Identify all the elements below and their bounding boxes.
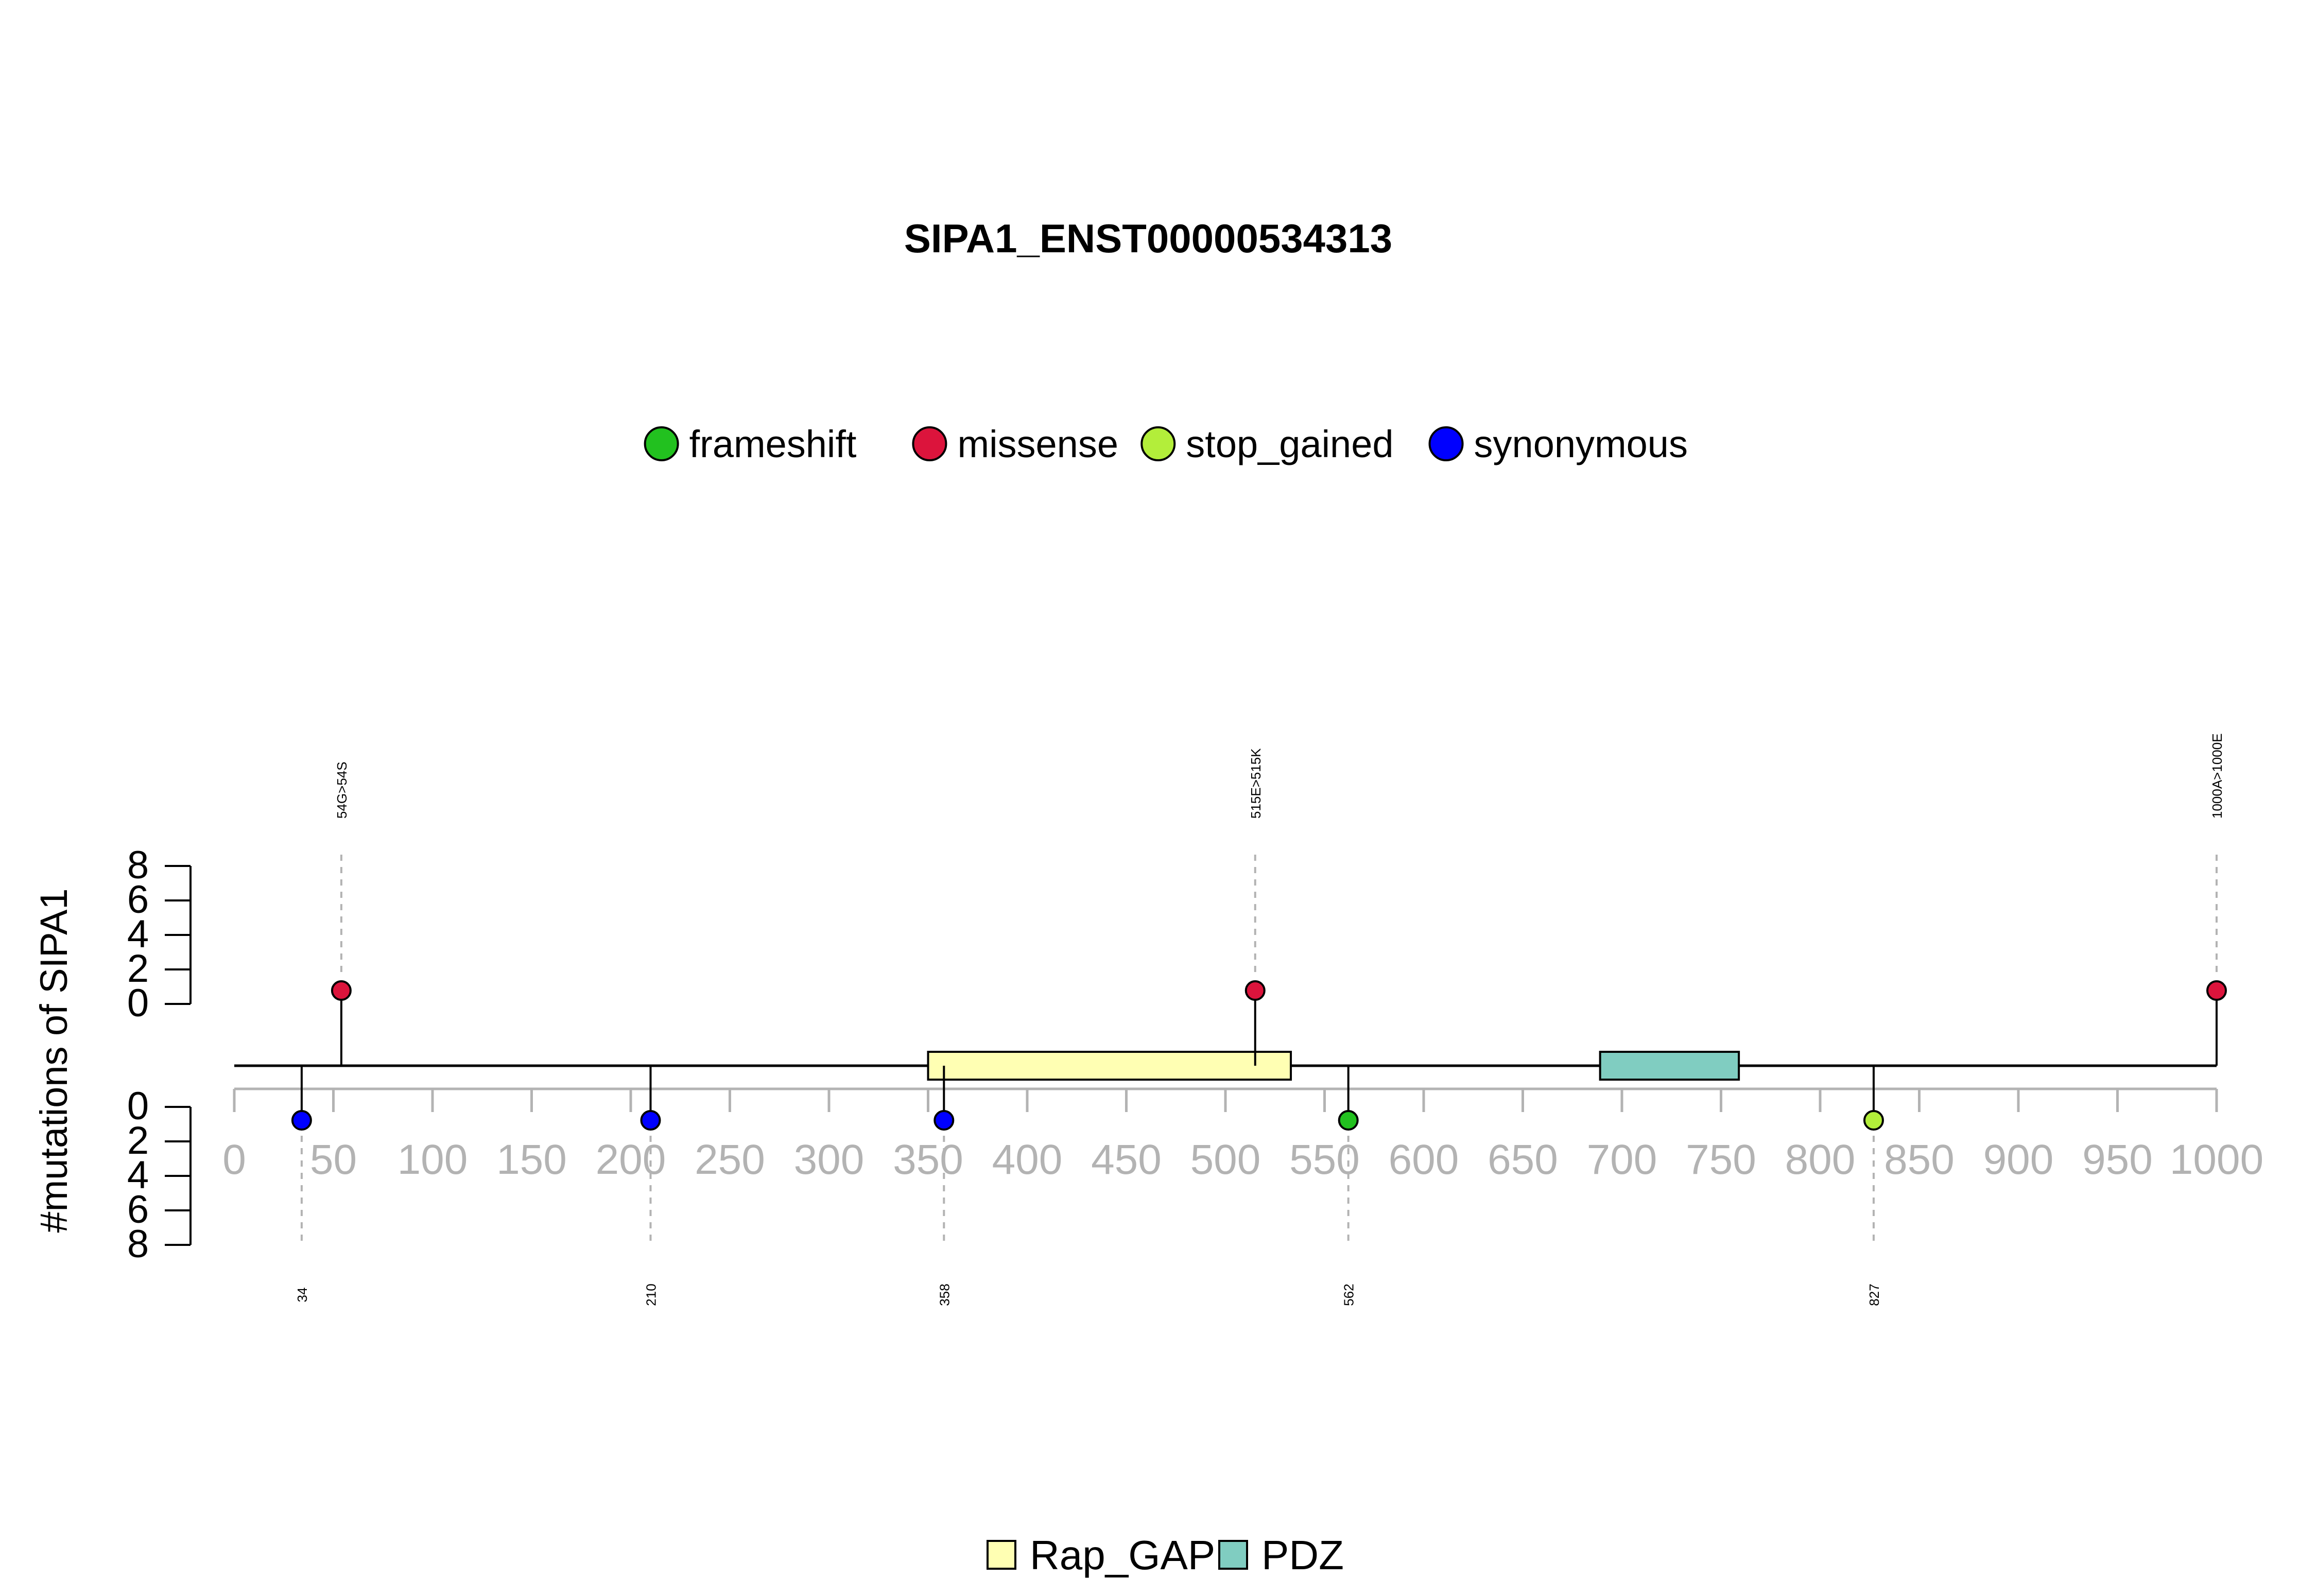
x-tick-label: 450 [1091,1136,1162,1183]
y-tick-label-bottom: 0 [127,1084,149,1128]
mutation-point-top [1244,980,1266,1001]
mutation-point-bottom [291,1110,312,1131]
x-tick-label: 900 [1983,1136,2054,1183]
x-tick-label: 500 [1190,1136,1261,1183]
y-tick-label-top: 6 [127,878,149,922]
y-tick-label-bottom: 4 [127,1153,149,1197]
x-tick-label: 400 [992,1136,1063,1183]
domain-legend-label-PDZ: PDZ [1261,1532,1344,1578]
legend-label-synonymous: synonymous [1474,423,1688,465]
mutation-point-bottom [1338,1110,1359,1131]
mutation-point-bottom [1863,1110,1884,1131]
mutation-label-top: 1000A>1000E [2209,733,2225,819]
x-tick-label: 850 [1884,1136,1955,1183]
y-tick-label-top: 2 [127,947,149,991]
legend-marker-missense [912,426,947,461]
legend-label-missense: missense [957,423,1118,465]
y-tick-label-top: 8 [127,843,149,887]
plot-area: frameshift missense stop_gained synonymous 0… [127,423,2263,1578]
domain-Rap_GAP [927,1051,1292,1081]
chart-title: SIPA1_ENST00000534313 [904,216,1392,261]
y-tick-label-bottom: 8 [127,1222,149,1266]
mutation-point-top [331,980,352,1001]
mutation-label-bottom: 34 [295,1288,310,1303]
mutation-point-top [2206,980,2227,1001]
x-tick-label: 750 [1686,1136,1756,1183]
mutation-label-top: 54G>54S [334,761,350,819]
x-tick-label: 650 [1488,1136,1558,1183]
mutation-point-bottom [640,1110,661,1131]
x-tick-label: 350 [893,1136,963,1183]
domain-PDZ [1599,1051,1740,1081]
mutation-label-bottom: 210 [644,1283,659,1306]
mutation-label-bottom: 358 [937,1283,952,1306]
x-tick-label: 300 [794,1136,864,1183]
x-tick-label: 250 [695,1136,765,1183]
domain-legend-marker-PDZ [1218,1540,1248,1570]
x-tick-label: 1000 [2170,1136,2263,1183]
x-tick-label: 700 [1587,1136,1657,1183]
y-tick-label-bottom: 6 [127,1188,149,1231]
y-axis-label: #mutations of SIPA1 [32,888,75,1233]
x-tick-label: 800 [1785,1136,1856,1183]
x-tick-label: 0 [222,1136,246,1183]
x-tick-label: 200 [596,1136,666,1183]
x-tick-label: 950 [2082,1136,2153,1183]
legend-marker-frameshift [644,426,679,461]
mutation-label-top: 515E>515K [1248,748,1264,819]
legend-label-frameshift: frameshift [689,423,857,465]
y-tick-label-bottom: 2 [127,1119,149,1163]
legend-marker-synonymous [1428,426,1464,461]
legend-marker-stop_gained [1140,426,1176,461]
mutation-label-bottom: 827 [1866,1283,1882,1306]
x-tick-label: 50 [310,1136,357,1183]
mutation-point-bottom [933,1110,955,1131]
x-tick-label: 600 [1389,1136,1459,1183]
x-tick-label: 150 [496,1136,567,1183]
legend-label-stop_gained: stop_gained [1186,423,1393,465]
x-tick-label: 100 [397,1136,468,1183]
y-tick-label-top: 0 [127,981,149,1025]
domain-legend-marker-Rap_GAP [987,1540,1016,1570]
domain-legend-label-Rap_GAP: Rap_GAP [1030,1532,1215,1578]
y-tick-label-top: 4 [127,912,149,956]
mutation-label-bottom: 562 [1341,1283,1357,1306]
